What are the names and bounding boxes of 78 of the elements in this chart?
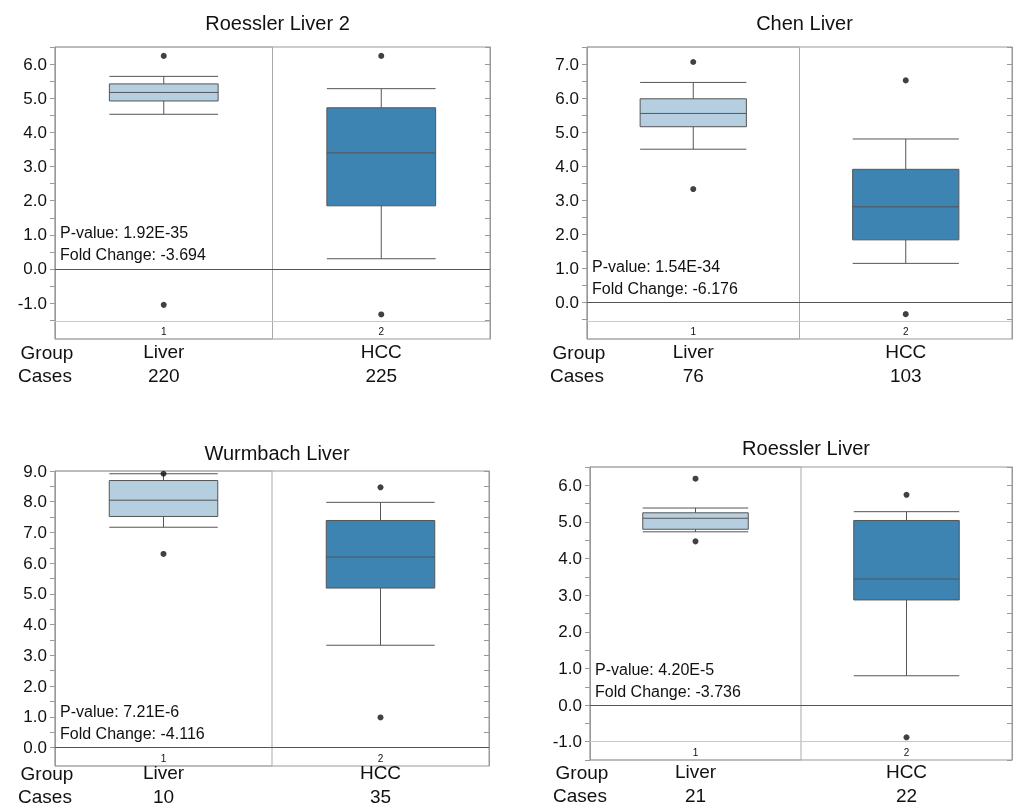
x-tick-label: HCC xyxy=(885,761,928,782)
chart-title: Roessler Liver 2 xyxy=(205,12,350,34)
y-tick-label: 8.0 xyxy=(23,492,47,512)
y-tick-label: 2.0 xyxy=(558,622,582,642)
annotation: 1 xyxy=(160,325,167,337)
x-tick-label: HCC xyxy=(360,341,402,362)
annotation: 1 xyxy=(690,325,697,337)
y-tick-label: 2.0 xyxy=(23,676,47,696)
annotation: Fold Change: -3.694 xyxy=(60,246,206,264)
y-tick-label: 3.0 xyxy=(558,585,582,605)
y-tick-label: 5.0 xyxy=(555,122,579,142)
annotation: Fold Change: -4.116 xyxy=(60,725,205,743)
text: 10 xyxy=(152,785,175,806)
y-tick-label: 1.0 xyxy=(23,707,47,727)
text: Group xyxy=(20,341,74,363)
x-tick-label: Liver xyxy=(143,341,186,362)
y-tick-label: 1.0 xyxy=(555,258,579,278)
text: 103 xyxy=(889,364,922,386)
y-tick-label: 0.0 xyxy=(23,738,47,758)
y-tick-label: 1.0 xyxy=(558,658,582,678)
y-tick-label: 0.0 xyxy=(555,293,579,313)
text: Group xyxy=(552,341,606,363)
text: Cases xyxy=(18,364,72,386)
y-tick-label: 7.0 xyxy=(23,522,47,542)
chart-title: Wurmbach Liver xyxy=(204,442,350,464)
text: 220 xyxy=(147,364,180,386)
y-tick-label: 3.0 xyxy=(555,190,579,210)
text: 22 xyxy=(895,784,918,806)
text: Group xyxy=(555,761,609,783)
y-tick-label: 4.0 xyxy=(558,549,582,569)
y-tick-label: 2.0 xyxy=(555,224,579,244)
chart-title: Roessler Liver xyxy=(742,437,871,459)
annotation: 2 xyxy=(903,746,910,758)
y-tick-label: 4.0 xyxy=(555,156,579,176)
y-tick-label: 3.0 xyxy=(23,645,47,665)
y-tick-label: 2.0 xyxy=(23,191,47,211)
y-tick-label: 7.0 xyxy=(555,54,579,74)
text: Cases xyxy=(18,785,72,806)
annotation: 1 xyxy=(692,746,699,758)
annotation: 1 xyxy=(160,752,167,764)
y-tick-label: -1.0 xyxy=(17,293,47,313)
y-tick-label: 4.0 xyxy=(23,615,47,635)
y-tick-label: 0.0 xyxy=(558,695,582,715)
annotation: Group xyxy=(20,762,74,784)
y-tick-label: 5.0 xyxy=(23,88,47,108)
y-tick-label: 6.0 xyxy=(23,553,47,573)
x-tick-label: HCC xyxy=(359,762,402,783)
annotation: 2 xyxy=(378,325,385,337)
y-tick-label: 5.0 xyxy=(23,584,47,604)
y-tick-label: 5.0 xyxy=(558,512,582,532)
y-tick-label: -1.0 xyxy=(552,732,582,752)
text: 225 xyxy=(365,364,398,386)
y-tick-label: 6.0 xyxy=(555,88,579,108)
y-tick-label: 3.0 xyxy=(23,157,47,177)
text: 21 xyxy=(684,784,707,806)
text: 35 xyxy=(369,785,392,806)
x-tick-label: Liver xyxy=(672,341,715,362)
annotation: P-value: 4.20E-5 xyxy=(595,660,715,678)
annotation: 2 xyxy=(902,325,909,337)
y-tick-label: 6.0 xyxy=(23,54,47,74)
x-tick-label: Liver xyxy=(142,762,185,783)
x-tick-label: HCC xyxy=(885,341,927,362)
y-tick-label: 4.0 xyxy=(23,122,47,142)
y-tick-label: 6.0 xyxy=(558,475,582,495)
annotation: P-value: 7.21E-6 xyxy=(60,703,180,721)
y-tick-label: 0.0 xyxy=(23,259,47,279)
annotation: Fold Change: -6.176 xyxy=(592,280,738,298)
text: 76 xyxy=(682,364,704,386)
annotation: P-value: 1.54E-34 xyxy=(592,258,721,276)
y-tick-label: 1.0 xyxy=(23,225,47,245)
y-tick-label: 9.0 xyxy=(23,461,47,481)
x-tick-label: Liver xyxy=(674,761,717,782)
annotation: Fold Change: -3.736 xyxy=(595,682,741,700)
text: Cases xyxy=(553,784,607,806)
annotation: 2 xyxy=(377,752,384,764)
annotation: P-value: 1.92E-35 xyxy=(60,224,189,242)
chart-title: Chen Liver xyxy=(756,12,854,34)
text: Cases xyxy=(550,364,604,386)
